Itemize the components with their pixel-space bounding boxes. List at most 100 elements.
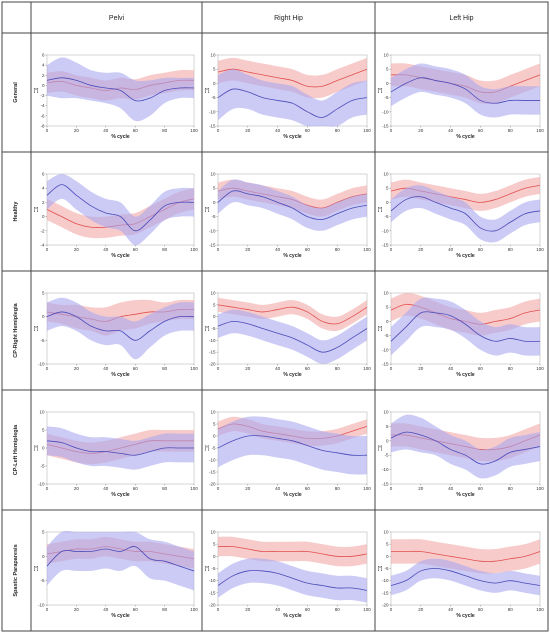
y-tick-label: 0 [213,554,216,559]
y-tick-label: -5 [384,566,388,571]
blue-variance-band [47,174,194,246]
x-tick-label: 100 [536,247,544,252]
x-axis-label: % cycle [456,492,475,498]
y-axis-label: [°] [378,326,383,332]
red-variance-band [218,57,367,99]
y-tick-label: 0 [213,81,216,86]
y-tick-label: 6 [42,53,45,58]
y-tick-label: -10 [382,347,389,352]
x-axis-label: % cycle [456,372,475,378]
y-tick-label: -4 [40,103,44,108]
y-tick-label: 5 [213,302,216,307]
x-tick-label: 80 [508,607,514,612]
x-tick-label: 80 [162,607,168,612]
x-tick-label: 40 [275,366,281,371]
x-tick-label: 20 [74,247,80,252]
y-tick-label: 10 [39,410,45,415]
y-tick-label: 2 [42,200,45,205]
y-tick-label: -20 [382,603,389,608]
y-tick-label: -10 [209,458,216,463]
subplot: 0 20 40 60 80 100 -15 -10 -5 0 5 10 % cycle [°] [378,53,545,141]
red-mean-line [217,68,368,88]
x-tick-label: 60 [133,607,139,612]
subplot: 0 20 40 60 80 100 -15 -10 -5 0 5 10 % cycle [°] [378,172,545,260]
x-tick-label: 0 [390,128,393,133]
x-tick-label: 20 [74,486,80,491]
x-tick-label: 40 [448,607,454,612]
x-tick-label: 40 [103,128,109,133]
y-tick-label: 2 [42,73,45,78]
x-tick-label: 100 [536,607,544,612]
y-axis-label: [°] [34,446,39,452]
x-axis-label: % cycle [111,134,130,140]
subplot: 0 20 40 60 80 100 -15 -10 -5 0 5 10 % cycle [°] [378,291,545,379]
x-tick-label: 0 [46,247,49,252]
x-tick-label: 60 [305,607,311,612]
blue-mean-line [217,435,368,456]
blue-variance-band [218,179,367,231]
blue-mean-line [46,77,195,102]
x-axis-label: % cycle [283,253,302,259]
y-tick-label: 10 [383,291,389,296]
y-tick-label: 5 [42,530,45,535]
y-axis-label: [°] [378,566,383,572]
y-tick-label: -5 [40,464,44,469]
blue-mean-line [46,440,194,456]
x-tick-label: 60 [305,128,311,133]
y-tick-label: 4 [42,63,45,68]
y-tick-label: 6 [42,172,45,177]
subplot: 0 20 40 60 80 100 -20 -15 -10 -5 0 5 10 % cycle [°] [205,530,372,620]
y-tick-label: -15 [209,590,216,595]
x-tick-label: 0 [46,486,49,491]
x-tick-label: 60 [133,366,139,371]
x-tick-label: 100 [190,607,198,612]
y-tick-label: -10 [38,603,45,608]
y-tick-label: -5 [40,338,44,343]
y-tick-label: -15 [209,350,216,355]
y-tick-label: -5 [384,333,388,338]
y-tick-label: 0 [386,81,389,86]
x-tick-label: 0 [217,366,220,371]
blue-mean-line [46,311,195,341]
x-tick-label: 0 [390,486,393,491]
y-axis-label: [°] [378,88,383,94]
x-tick-label: 80 [162,247,168,252]
x-tick-label: 0 [217,486,220,491]
x-tick-label: 100 [190,366,198,371]
y-tick-label: 5 [213,422,216,427]
x-tick-label: 80 [335,366,341,371]
subplot: 0 20 40 60 80 100 -10 -5 0 5 10 % cycle [°] [34,410,199,499]
x-axis-label: % cycle [111,613,130,619]
red-mean-line [391,550,541,562]
subplot: 0 20 40 60 80 100 -20 -15 -10 -5 0 5 10 % cycle [°] [378,530,545,620]
y-tick-label: -2 [40,228,44,233]
x-tick-label: 100 [536,366,544,371]
y-tick-label: -5 [211,566,215,571]
blue-variance-band [391,558,540,596]
x-axis-label: % cycle [283,613,302,619]
y-tick-label: -15 [382,124,389,129]
row-header: Healthy [13,201,19,222]
blue-variance-band [218,69,367,127]
x-tick-label: 60 [478,366,484,371]
y-tick-label: 5 [213,542,216,547]
x-tick-label: 60 [133,247,139,252]
y-axis-label: [°] [205,566,210,572]
y-tick-label: 0 [386,319,389,324]
blue-variance-band [391,414,540,479]
blue-mean-line [390,431,541,465]
y-axis-label: [°] [205,446,210,452]
column-header: Pelvi [109,15,125,22]
y-tick-label: -10 [382,578,389,583]
row-header: Spastic Paraparesis [13,544,19,596]
x-tick-label: 20 [418,486,424,491]
x-tick-label: 80 [508,486,514,491]
y-tick-label: -20 [209,603,216,608]
x-tick-label: 40 [448,128,454,133]
x-tick-label: 40 [103,607,109,612]
x-tick-label: 60 [305,247,311,252]
x-tick-label: 100 [363,247,371,252]
x-axis-label: % cycle [111,253,130,259]
